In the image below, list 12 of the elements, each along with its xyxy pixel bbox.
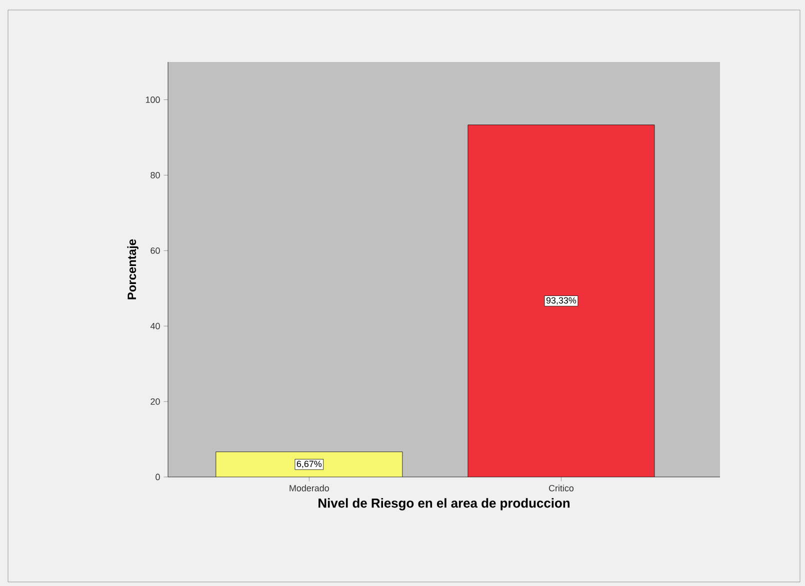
x-axis-title: Nivel de Riesgo en el area de produccion [318, 498, 570, 510]
x-tick-label: Critico [548, 484, 574, 492]
y-axis-title: Porcentaje [127, 239, 138, 300]
data-label: 93,33% [546, 297, 576, 305]
y-tick-label: 20 [150, 398, 160, 405]
y-tick-label: 80 [150, 172, 160, 178]
data-label: 6,67% [296, 460, 322, 468]
y-tick-label: 0 [156, 474, 160, 480]
y-tick-label: 100 [146, 96, 160, 103]
y-tick-label: 60 [150, 247, 160, 254]
x-tick-label: Moderado [290, 484, 329, 492]
y-tick-label: 40 [150, 322, 160, 330]
